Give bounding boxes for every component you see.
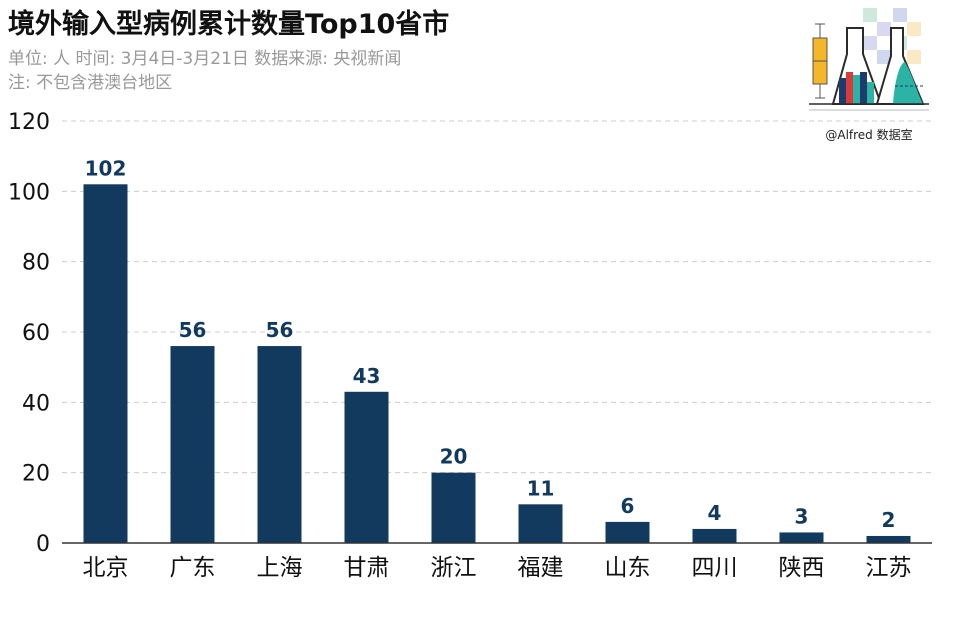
bar: [692, 528, 737, 543]
bar: [257, 346, 302, 543]
y-tick-label: 40: [22, 391, 50, 416]
chart-subtitle: 单位: 人 时间: 3月4日-3月21日 数据来源: 央视新闻: [8, 49, 402, 69]
chart-note: 注: 不包含港澳台地区: [8, 73, 173, 93]
y-tick-label: 100: [8, 180, 50, 205]
x-tick-label: 甘肃: [344, 555, 390, 581]
data-label: 20: [440, 445, 468, 469]
y-tick-label: 60: [22, 321, 50, 346]
y-tick-label: 120: [8, 110, 50, 135]
bar: [344, 391, 389, 543]
data-label: 11: [527, 476, 555, 500]
bar: [518, 504, 563, 543]
x-tick-label: 陕西: [779, 555, 825, 581]
y-tick-label: 0: [36, 532, 50, 557]
data-label: 56: [179, 318, 207, 342]
x-tick-label: 北京: [83, 555, 129, 581]
x-tick-label: 山东: [605, 555, 651, 581]
x-tick-label: 福建: [518, 555, 564, 581]
data-label: 4: [708, 501, 722, 525]
x-tick-label: 广东: [170, 555, 216, 581]
bar: [779, 532, 824, 543]
data-label: 102: [85, 156, 127, 180]
bar: [83, 184, 128, 544]
data-label: 56: [266, 318, 294, 342]
data-label: 6: [621, 494, 635, 518]
x-tick-label: 浙江: [431, 555, 477, 581]
bar: [431, 472, 476, 543]
bar: [170, 346, 215, 543]
chart-title: 境外输入型病例累计数量Top10省市: [8, 9, 450, 40]
y-tick-label: 20: [22, 462, 50, 487]
bar: [866, 535, 911, 543]
x-tick-label: 四川: [692, 555, 738, 581]
data-label: 2: [882, 508, 896, 532]
data-label: 43: [353, 364, 381, 388]
x-tick-label: 江苏: [866, 555, 912, 581]
x-tick-label: 上海: [257, 555, 303, 581]
bar: [605, 521, 650, 543]
data-label: 3: [795, 504, 809, 528]
lab-flask-logo-icon: [809, 8, 929, 111]
logo-text: @Alfred 数据室: [825, 128, 913, 142]
y-tick-label: 80: [22, 251, 50, 276]
